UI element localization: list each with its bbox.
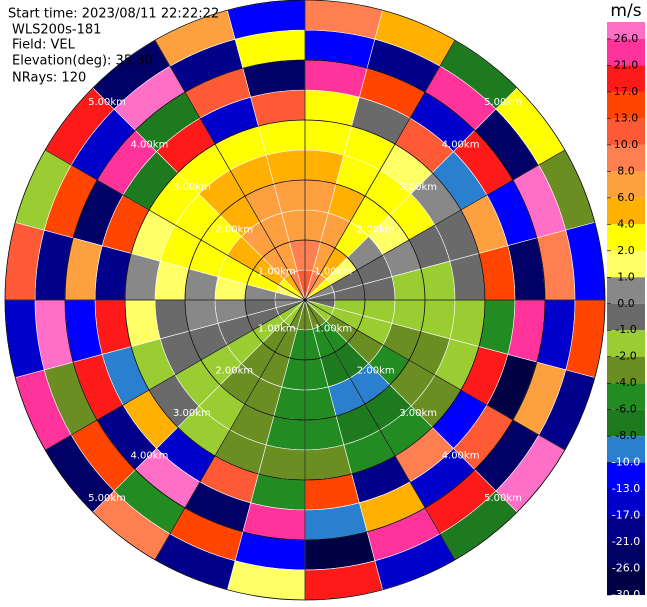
colorbar-tick-label: -13.0 [612, 482, 640, 495]
colorbar-segment [607, 542, 645, 569]
range-ring-label: 2.00km [215, 366, 253, 377]
range-ring-label: 4.00km [442, 451, 480, 462]
range-ring-label: 1.00km [258, 267, 296, 278]
colorbar-tick-label: -30.0 [612, 588, 640, 601]
info-line: Elevation(deg): 35.30 [12, 54, 153, 69]
spoke [154, 299, 306, 560]
range-ring-label: 3.00km [399, 182, 437, 193]
range-ring-label: 4.00km [131, 139, 169, 150]
gate [124, 299, 161, 347]
spoke [304, 149, 565, 301]
range-ring-label: 2.00km [357, 224, 395, 235]
colorbar-segment [607, 65, 645, 92]
colorbar-segment [607, 303, 645, 331]
range-ring-label: 2.00km [215, 224, 253, 235]
colorbar-tick-label: -21.0 [612, 535, 640, 548]
colorbar-segment [607, 383, 645, 410]
range-ring [184, 179, 426, 421]
range-ring-label: 5.00km [484, 97, 522, 108]
colorbar-title: m/s [610, 1, 641, 21]
colorbar-tick-label: 17.0 [614, 85, 639, 98]
colorbar: 26.0 21.0 17.0 13.0 10.0 8.0 6.0 4.0 2.0 1.0 0.0 -1… [607, 22, 645, 601]
gate [449, 253, 486, 301]
colorbar-segment [607, 409, 645, 437]
range-ring [64, 59, 546, 541]
gate [304, 119, 352, 156]
range-ring-label: 1.00km [258, 323, 296, 334]
colorbar-tick-label: 26.0 [614, 32, 639, 45]
range-ring [124, 119, 486, 481]
gate [304, 444, 352, 481]
colorbar-segment [607, 171, 645, 198]
colorbar-segment [607, 515, 645, 543]
range-ring-label: 1.00km [314, 323, 352, 334]
colorbar-segment [607, 39, 645, 66]
info-line: WLS200s-181 [12, 23, 101, 38]
colorbar-segment [607, 356, 645, 384]
colorbar-segment [607, 22, 645, 39]
colorbar-tick-label: 1.0 [617, 270, 635, 283]
range-ring-label: 5.00km [484, 493, 522, 504]
colorbar-tick-label: 21.0 [614, 58, 639, 71]
colorbar-segment [607, 250, 645, 278]
colorbar-segment [607, 118, 645, 145]
colorbar-tick-label: -4.0 [615, 376, 636, 389]
colorbar-tick-label: 2.0 [617, 244, 635, 257]
colorbar-segment [607, 436, 645, 463]
colorbar-tick-label: -26.0 [612, 562, 640, 575]
colorbar-tick-label: 10.0 [614, 138, 639, 151]
colorbar-tick-label: -8.0 [615, 429, 636, 442]
gate [258, 119, 306, 156]
info-line: NRays: 120 [12, 71, 86, 86]
info-line: Start time: 2023/08/11 22:22:22 [8, 7, 219, 22]
spoke [154, 40, 306, 301]
colorbar-segment [607, 197, 645, 225]
range-ring-label: 4.00km [131, 451, 169, 462]
spoke [304, 299, 456, 560]
overlay-layer: 1.00km 1.00km 1.00km 1.00km 2.00km 2.00km 2.00… [4, 0, 606, 601]
range-ring-label: 5.00km [88, 493, 126, 504]
colorbar-tick-label: 6.0 [617, 191, 635, 204]
gate [124, 253, 161, 301]
spoke [45, 149, 306, 301]
colorbar-segment [607, 91, 645, 119]
range-ring-label: 1.00km [314, 267, 352, 278]
gate [258, 444, 306, 481]
colorbar-segment [607, 462, 645, 490]
colorbar-tick-label: 8.0 [617, 164, 635, 177]
gate-layer [4, 0, 606, 601]
spoke [45, 299, 306, 451]
colorbar-segment [607, 489, 645, 516]
range-ring [244, 239, 366, 361]
spoke [304, 40, 456, 301]
range-ring [4, 0, 606, 601]
range-ring-label: 3.00km [173, 182, 211, 193]
colorbar-tick-label: -2.0 [615, 350, 636, 363]
colorbar-tick-label: -17.0 [612, 509, 640, 522]
gate [449, 299, 486, 347]
range-ring-label: 3.00km [173, 408, 211, 419]
colorbar-tick-label: -6.0 [615, 403, 636, 416]
colorbar-segment [607, 277, 645, 304]
range-ring-label: 5.00km [88, 97, 126, 108]
range-ring-label: 2.00km [357, 366, 395, 377]
colorbar-tick-label: -10.0 [612, 456, 640, 469]
info-block: Start time: 2023/08/11 22:22:22 WLS200s-… [8, 7, 219, 86]
spoke [304, 299, 565, 451]
range-ring-label: 3.00km [399, 408, 437, 419]
colorbar-tick-label: 0.0 [617, 297, 635, 310]
colorbar-segment [607, 144, 645, 172]
range-ring-label: 4.00km [442, 139, 480, 150]
colorbar-segment [607, 330, 645, 357]
colorbar-tick-label: 4.0 [617, 217, 635, 230]
colorbar-tick-label: -1.0 [615, 323, 636, 336]
info-line: Field: VEL [12, 38, 76, 53]
colorbar-segment [607, 224, 645, 251]
colorbar-tick-label: 13.0 [614, 111, 639, 124]
colorbar-segment [607, 568, 645, 595]
